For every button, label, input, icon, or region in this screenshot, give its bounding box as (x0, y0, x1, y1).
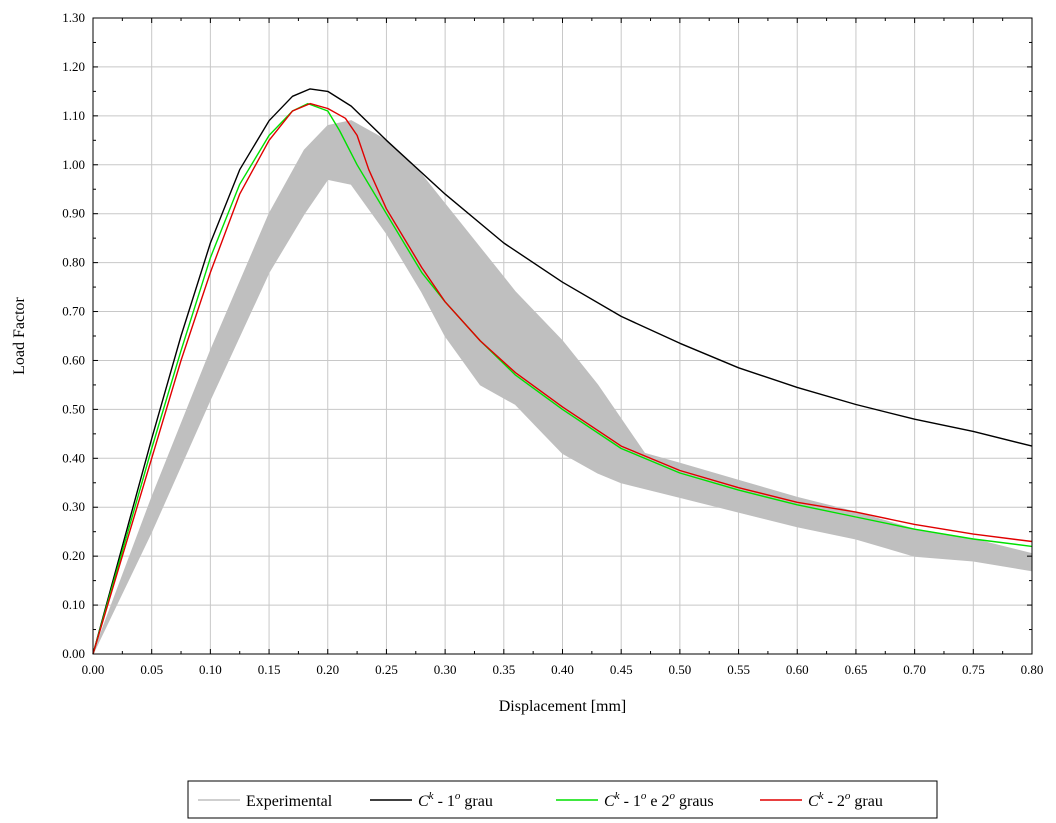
x-tick-label-10: 0.50 (669, 662, 692, 677)
series-line-3 (92, 102, 1033, 655)
legend-label-1: Ck - 1o grau (418, 790, 493, 810)
y-tick-label-2: 0.20 (62, 548, 85, 563)
y-tick-label-6: 0.60 (62, 352, 85, 367)
x-tick-label-13: 0.65 (845, 662, 868, 677)
x-tick-label-5: 0.25 (375, 662, 398, 677)
legend-label-3: Ck - 2o grau (808, 790, 883, 810)
series-lines (92, 88, 1033, 655)
series-line-2 (92, 102, 1033, 655)
y-tick-label-10: 1.00 (62, 157, 85, 172)
legend-label-0: Experimental (246, 793, 333, 810)
y-tick-label-4: 0.40 (62, 450, 85, 465)
y-tick-label-11: 1.10 (62, 108, 85, 123)
x-axis-title: Displacement [mm] (499, 698, 627, 715)
legend-label-2: Ck - 1o e 2o graus (604, 790, 714, 810)
series-line-1 (92, 88, 1033, 655)
x-tick-label-7: 0.35 (492, 662, 515, 677)
y-tick-label-5: 0.50 (62, 401, 85, 416)
x-tick-label-2: 0.10 (199, 662, 222, 677)
x-tick-label-0: 0.00 (82, 662, 105, 677)
y-tick-label-12: 1.20 (62, 59, 85, 74)
axis-ticks (92, 17, 1033, 655)
y-tick-label-13: 1.30 (62, 10, 85, 25)
x-tick-label-8: 0.40 (551, 662, 574, 677)
x-tick-label-4: 0.20 (316, 662, 339, 677)
x-tick-label-3: 0.15 (258, 662, 281, 677)
y-tick-labels: 0.00 0.10 0.20 0.30 0.40 0.50 0.60 0.70 0.80 0.90… (62, 10, 85, 661)
x-tick-label-15: 0.75 (962, 662, 985, 677)
x-tick-label-14: 0.70 (903, 662, 926, 677)
x-tick-label-12: 0.60 (786, 662, 809, 677)
x-tick-label-16: 0.80 (1021, 662, 1044, 677)
x-tick-labels: 0.00 0.05 0.10 0.15 0.20 0.25 0.30 0.35 0.40 0.45… (82, 662, 1044, 677)
y-tick-label-3: 0.30 (62, 499, 85, 514)
y-tick-label-1: 0.10 (62, 597, 85, 612)
y-axis-title: Load Factor (11, 296, 28, 374)
x-tick-label-6: 0.30 (434, 662, 457, 677)
y-tick-label-0: 0.00 (62, 646, 85, 661)
x-tick-label-9: 0.45 (610, 662, 633, 677)
x-tick-label-1: 0.05 (140, 662, 163, 677)
y-tick-label-8: 0.80 (62, 255, 85, 270)
x-tick-label-11: 0.55 (727, 662, 750, 677)
legend: Experimental Ck - 1o grau Ck - 1o e 2o gra… (187, 780, 938, 819)
y-tick-label-7: 0.70 (62, 304, 85, 319)
y-tick-label-9: 0.90 (62, 206, 85, 221)
